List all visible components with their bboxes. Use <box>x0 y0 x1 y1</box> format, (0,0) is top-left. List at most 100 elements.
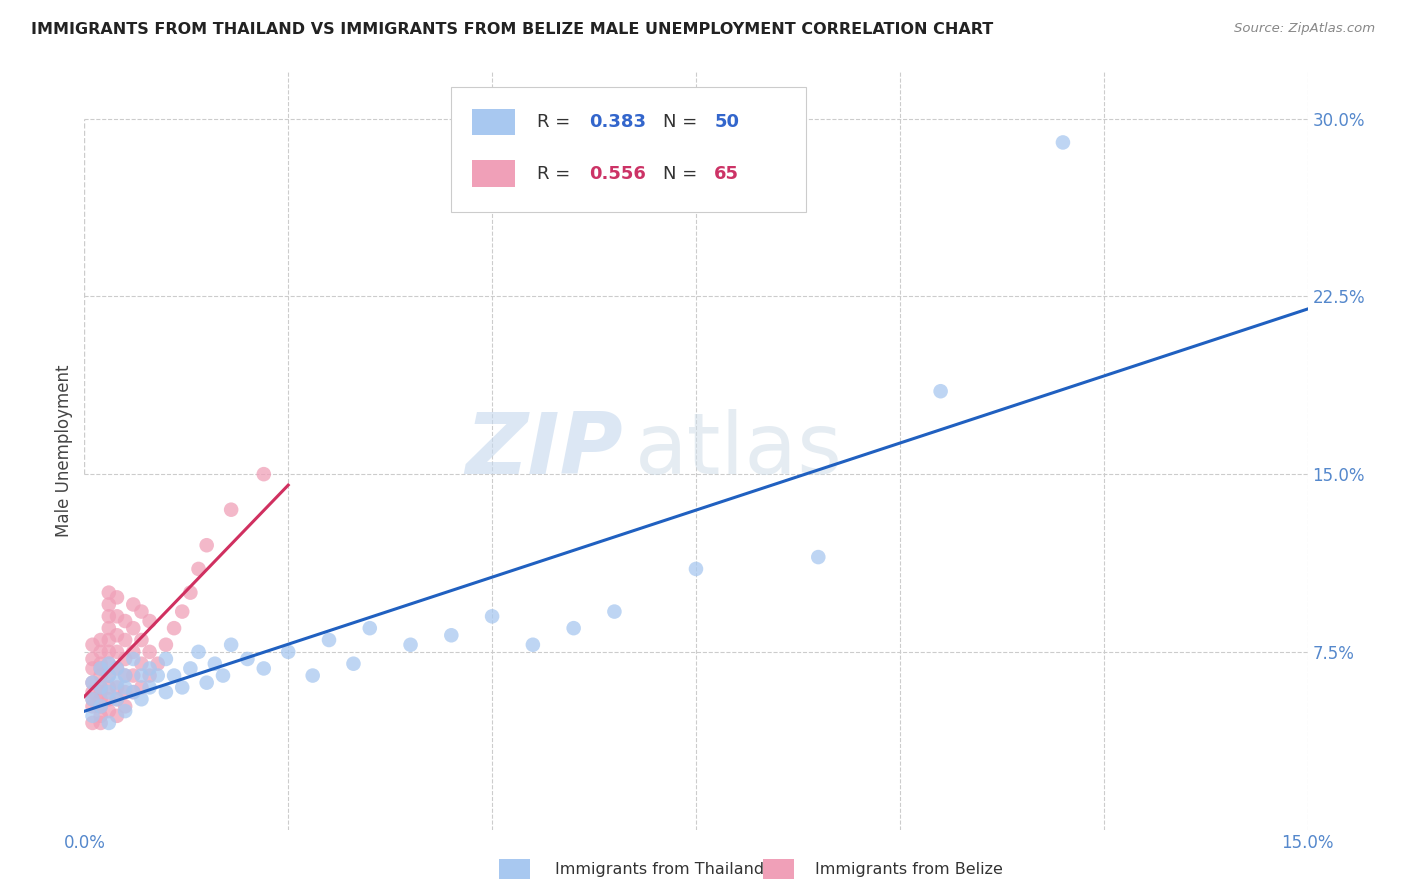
Point <box>685 562 707 576</box>
Point <box>122 598 145 612</box>
Point <box>318 633 340 648</box>
Point <box>163 621 186 635</box>
Text: 0.556: 0.556 <box>589 165 647 183</box>
Point <box>131 692 153 706</box>
Text: Source: ZipAtlas.com: Source: ZipAtlas.com <box>1234 22 1375 36</box>
Point <box>187 645 209 659</box>
Point <box>138 614 160 628</box>
Point <box>195 675 218 690</box>
Point <box>114 685 136 699</box>
FancyBboxPatch shape <box>472 161 515 187</box>
Text: R =: R = <box>537 165 576 183</box>
Point <box>807 550 830 565</box>
Point <box>138 661 160 675</box>
Point <box>105 661 128 675</box>
Text: 0.383: 0.383 <box>589 113 647 131</box>
Point <box>90 685 112 699</box>
Point <box>131 668 153 682</box>
Text: ZIP: ZIP <box>465 409 623 492</box>
Point <box>90 699 112 714</box>
Text: Immigrants from Belize: Immigrants from Belize <box>815 863 1004 877</box>
Point <box>114 614 136 628</box>
Point <box>82 652 104 666</box>
Point <box>82 715 104 730</box>
Point <box>219 502 242 516</box>
Y-axis label: Male Unemployment: Male Unemployment <box>55 364 73 537</box>
Point <box>97 598 120 612</box>
Point <box>122 685 145 699</box>
Point <box>90 681 112 695</box>
Point <box>90 657 112 671</box>
Point <box>301 668 323 682</box>
Point <box>131 681 153 695</box>
Point <box>114 668 136 682</box>
Point <box>562 621 585 635</box>
Point <box>97 621 120 635</box>
Point <box>219 638 242 652</box>
Point <box>172 681 194 695</box>
Point <box>97 685 120 699</box>
Point <box>277 645 299 659</box>
Point <box>138 668 160 682</box>
Point <box>122 621 145 635</box>
Point <box>155 685 177 699</box>
Point <box>114 652 136 666</box>
Point <box>122 685 145 699</box>
Point <box>90 661 112 675</box>
Point <box>97 645 120 659</box>
Point <box>440 628 463 642</box>
Point <box>97 657 120 671</box>
Point <box>195 538 218 552</box>
Point <box>522 638 544 652</box>
Point <box>90 708 112 723</box>
Point <box>82 661 104 675</box>
Point <box>155 638 177 652</box>
Point <box>97 609 120 624</box>
Point <box>90 661 112 675</box>
Point <box>155 652 177 666</box>
Point <box>603 605 626 619</box>
Point <box>90 692 112 706</box>
Point <box>172 605 194 619</box>
Point <box>481 609 503 624</box>
Point <box>105 609 128 624</box>
Point <box>82 675 104 690</box>
Point <box>90 668 112 682</box>
Point <box>236 652 259 666</box>
Point <box>105 675 128 690</box>
Point <box>97 657 120 671</box>
Point <box>131 633 153 648</box>
Point <box>97 668 120 682</box>
Point <box>82 708 104 723</box>
Point <box>97 692 120 706</box>
Point <box>138 681 160 695</box>
Point <box>97 704 120 718</box>
Point <box>138 645 160 659</box>
Text: 65: 65 <box>714 165 740 183</box>
Point <box>179 585 201 599</box>
Point <box>122 645 145 659</box>
Point <box>131 657 153 671</box>
Text: N =: N = <box>664 113 703 131</box>
Point <box>114 681 136 695</box>
Point <box>82 692 104 706</box>
Point <box>253 467 276 482</box>
Point <box>105 681 128 695</box>
Point <box>131 605 153 619</box>
Point <box>122 668 145 682</box>
Text: R =: R = <box>537 113 576 131</box>
Point <box>122 652 145 666</box>
Point <box>97 715 120 730</box>
Point <box>187 562 209 576</box>
Point <box>105 708 128 723</box>
Point <box>90 681 112 695</box>
Point <box>105 661 128 675</box>
Point <box>342 657 364 671</box>
Point <box>97 633 120 648</box>
Point <box>97 585 120 599</box>
Point <box>212 668 235 682</box>
Point <box>1052 136 1074 150</box>
Point <box>105 628 128 642</box>
Point <box>399 638 422 652</box>
Point <box>90 645 112 659</box>
